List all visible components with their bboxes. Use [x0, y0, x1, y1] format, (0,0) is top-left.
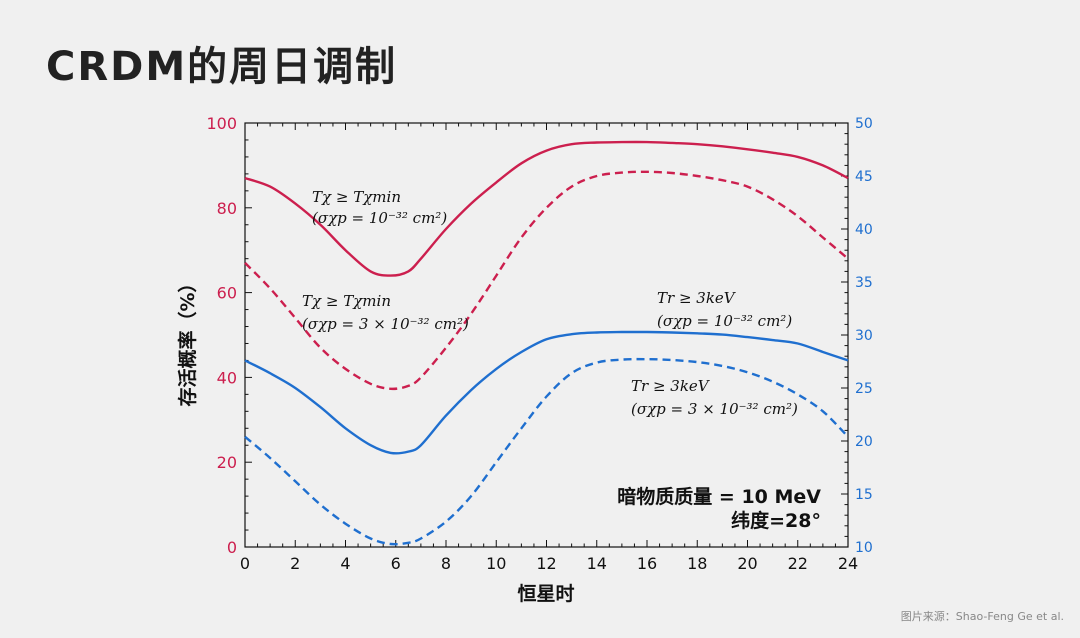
annotation-4-line2: (σχp = 3 × 10⁻³² cm²): [631, 400, 798, 418]
dark-matter-mass-note: 暗物质质量 = 10 MeV: [617, 485, 821, 508]
y-right-tick-label: 35: [855, 275, 873, 291]
y-right-tick-label: 25: [855, 381, 873, 397]
annotation-2-line1: Tχ ≥ Tχmin: [302, 292, 391, 310]
y-left-tick-label: 60: [217, 284, 237, 303]
y-right-tick-label: 50: [855, 116, 873, 132]
annotation-4-line1: Tr ≥ 3keV: [631, 377, 711, 395]
x-tick-label: 18: [687, 554, 707, 573]
x-tick-label: 2: [290, 554, 300, 573]
y-left-tick-label: 80: [217, 199, 237, 218]
series-line-1: [244, 140, 849, 277]
x-axis-label: 恒星时: [517, 583, 574, 605]
y-right-tick-label: 30: [855, 328, 873, 344]
x-tick-label: 0: [240, 554, 250, 573]
image-source-credit: 图片来源：Shao-Feng Ge et al.: [900, 610, 1064, 623]
annotation-3-line1: Tr ≥ 3keV: [657, 289, 737, 307]
y-right-tick-label: 10: [855, 540, 873, 556]
x-tick-label: 4: [340, 554, 350, 573]
y-left-tick-label: 0: [227, 538, 237, 557]
x-tick-label: 12: [536, 554, 556, 573]
annotation-1-line2: (σχp = 10⁻³² cm²): [312, 209, 447, 227]
x-tick-label: 20: [737, 554, 757, 573]
y-axis-label: 存活概率（%）: [176, 273, 199, 406]
y-left-tick-label: 20: [217, 453, 237, 472]
series-line-2: [244, 170, 849, 391]
x-tick-label: 16: [637, 554, 657, 573]
x-tick-label: 24: [838, 554, 858, 573]
x-tick-label: 22: [788, 554, 808, 573]
y-right-tick-label: 45: [855, 169, 873, 185]
y-right-tick-label: 20: [855, 434, 873, 450]
x-tick-label: 6: [391, 554, 401, 573]
y-left-tick-label: 40: [217, 368, 237, 387]
x-tick-label: 8: [441, 554, 451, 573]
annotation-1-line1: Tχ ≥ Tχmin: [312, 188, 401, 206]
latitude-note: 纬度=28°: [731, 509, 821, 532]
y-left-tick-label: 100: [206, 114, 237, 133]
y-right-tick-label: 15: [855, 487, 873, 503]
x-tick-label: 14: [587, 554, 607, 573]
slide-title: CRDM的周日调制: [46, 44, 398, 90]
series-line-4: [244, 357, 849, 546]
annotation-3-line2: (σχp = 10⁻³² cm²): [657, 312, 792, 330]
plot-frame: [244, 122, 849, 548]
x-tick-label: 10: [486, 554, 506, 573]
annotation-2-line2: (σχp = 3 × 10⁻³² cm²): [302, 315, 469, 333]
series-line-3: [244, 330, 849, 455]
y-right-tick-label: 40: [855, 222, 873, 238]
